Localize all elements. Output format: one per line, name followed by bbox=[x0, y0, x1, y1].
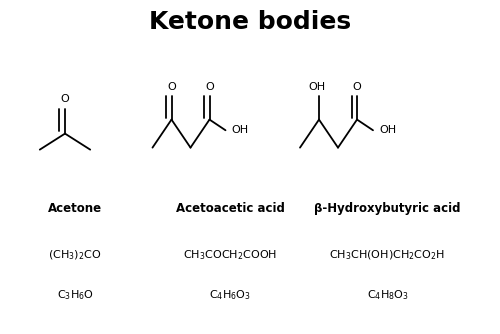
Text: $\mathregular{C_3H_6O}$: $\mathregular{C_3H_6O}$ bbox=[56, 289, 94, 303]
Text: OH: OH bbox=[379, 125, 396, 135]
Text: O: O bbox=[167, 82, 176, 92]
Text: $\mathregular{CH_3COCH_2COOH}$: $\mathregular{CH_3COCH_2COOH}$ bbox=[183, 248, 277, 263]
Text: $\mathregular{(CH_3)_2CO}$: $\mathregular{(CH_3)_2CO}$ bbox=[48, 249, 102, 262]
Text: O: O bbox=[352, 82, 362, 92]
Text: Acetone: Acetone bbox=[48, 202, 102, 215]
Text: Acetoacetic acid: Acetoacetic acid bbox=[176, 202, 284, 215]
Text: $\mathregular{C_4H_6O_3}$: $\mathregular{C_4H_6O_3}$ bbox=[209, 289, 251, 303]
Text: O: O bbox=[60, 94, 70, 104]
Text: β-Hydroxybutyric acid: β-Hydroxybutyric acid bbox=[314, 202, 461, 215]
Text: $\mathregular{C_4H_8O_3}$: $\mathregular{C_4H_8O_3}$ bbox=[366, 289, 408, 303]
Text: Ketone bodies: Ketone bodies bbox=[149, 10, 351, 34]
Text: O: O bbox=[205, 82, 214, 92]
Text: $\mathregular{CH_3CH(OH)CH_2CO_2H}$: $\mathregular{CH_3CH(OH)CH_2CO_2H}$ bbox=[330, 249, 446, 262]
Text: OH: OH bbox=[232, 125, 248, 135]
Text: OH: OH bbox=[308, 82, 325, 92]
